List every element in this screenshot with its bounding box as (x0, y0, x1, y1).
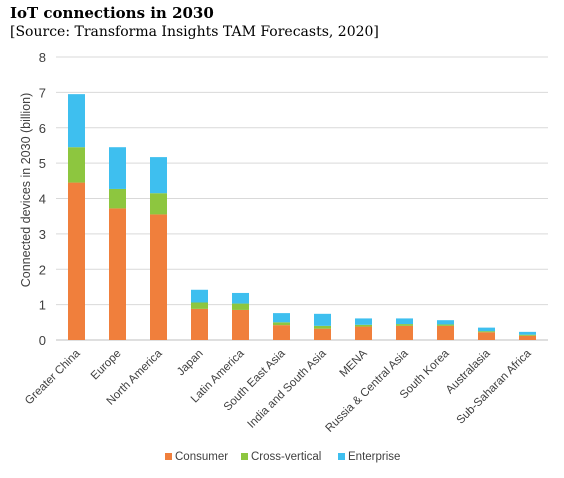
bar-segment (519, 334, 536, 336)
bar-segment (355, 318, 372, 325)
bar-segment (232, 309, 249, 340)
bar-segment (437, 325, 454, 340)
bar-segment (314, 325, 331, 329)
bar-segment (355, 326, 372, 340)
bar-segment (437, 320, 454, 325)
bar-segment (478, 327, 495, 332)
bar-segment (273, 325, 290, 340)
bar-segment (191, 308, 208, 340)
legend-swatch (241, 453, 248, 460)
bar-segment (68, 94, 85, 148)
y-axis-label: Connected devices in 2030 (billion) (19, 93, 33, 288)
y-tick-label: 7 (39, 85, 46, 100)
gridlines (56, 56, 548, 341)
bar-segment (150, 193, 167, 215)
y-tick-label: 3 (39, 227, 46, 242)
chart-subtitle: [Source: Transforma Insights TAM Forecas… (10, 24, 379, 40)
bar-segment (396, 325, 413, 340)
legend: Consumer Cross-vertical Enterprise (165, 451, 400, 463)
y-tick-label: 4 (39, 192, 46, 207)
bar-segment (191, 289, 208, 303)
bars (68, 94, 536, 340)
bar-segment (150, 214, 167, 340)
bar-segment (314, 313, 331, 326)
legend-label: Enterprise (348, 451, 400, 463)
bar-segment (396, 318, 413, 325)
bar-segment (68, 147, 85, 183)
bar-segment (478, 332, 495, 340)
legend-swatch (338, 453, 345, 460)
bar-segment (396, 324, 413, 326)
chart-title: IoT connections in 2030 (10, 4, 214, 22)
bar-segment (109, 188, 126, 209)
legend-label: Cross-vertical (251, 451, 321, 463)
x-tick-label: MENA (338, 347, 370, 379)
bar-segment (109, 147, 126, 189)
bar-segment (478, 331, 495, 333)
bar-segment (437, 324, 454, 326)
bar-segment (519, 331, 536, 335)
x-tick-label: Greater China (23, 347, 83, 407)
x-tick-label: Sub-Saharan Africa (455, 347, 534, 426)
legend-swatch (165, 453, 172, 460)
x-tick-label: Japan (175, 348, 206, 379)
x-tick-label: India and South Asia (246, 347, 330, 431)
x-tick-label: Russia & Central Asia (323, 347, 411, 435)
y-tick-label: 8 (39, 50, 46, 65)
y-tick-label: 0 (39, 333, 46, 348)
bar-segment (68, 182, 85, 340)
bar-segment (150, 157, 167, 194)
bar-segment (273, 322, 290, 326)
bar-segment (519, 335, 536, 340)
bar-segment (109, 208, 126, 340)
bar-segment (314, 328, 331, 340)
x-tick-label: Europe (89, 348, 124, 383)
bar-segment (273, 313, 290, 323)
y-tick-label: 2 (39, 262, 46, 277)
bar-segment (191, 302, 208, 309)
y-tick-label: 1 (39, 298, 46, 313)
y-axis-ticks: 0 1 2 3 4 5 6 7 8 (39, 50, 46, 348)
legend-label: Consumer (175, 451, 228, 463)
y-tick-label: 5 (39, 156, 46, 171)
bar-segment (355, 324, 372, 327)
bar-segment (232, 303, 249, 310)
y-tick-label: 6 (39, 121, 46, 136)
bar-segment (232, 292, 249, 304)
